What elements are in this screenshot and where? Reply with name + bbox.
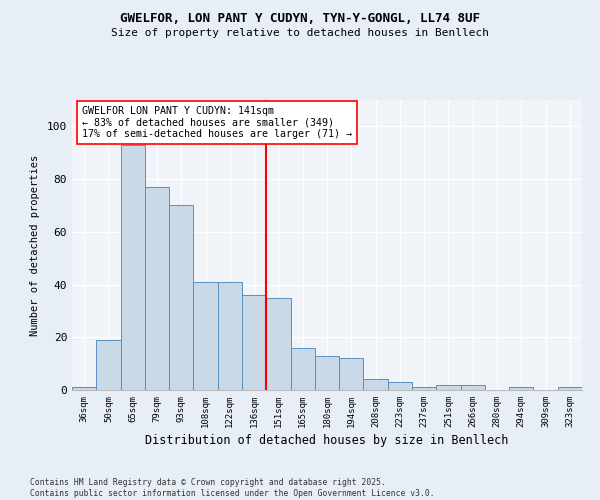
X-axis label: Distribution of detached houses by size in Benllech: Distribution of detached houses by size … [145,434,509,447]
Text: Contains HM Land Registry data © Crown copyright and database right 2025.
Contai: Contains HM Land Registry data © Crown c… [30,478,434,498]
Text: GWELFOR, LON PANT Y CUDYN, TYN-Y-GONGL, LL74 8UF: GWELFOR, LON PANT Y CUDYN, TYN-Y-GONGL, … [120,12,480,26]
Bar [121,145,145,390]
Bar [412,388,436,390]
Bar [290,348,315,390]
Bar [509,388,533,390]
Bar [193,282,218,390]
Bar [72,388,96,390]
Bar [218,282,242,390]
Bar [242,295,266,390]
Bar [315,356,339,390]
Y-axis label: Number of detached properties: Number of detached properties [30,154,40,336]
Bar [461,384,485,390]
Bar [436,384,461,390]
Bar [96,340,121,390]
Bar [364,380,388,390]
Bar [558,388,582,390]
Bar [169,206,193,390]
Bar [388,382,412,390]
Bar [339,358,364,390]
Bar [145,187,169,390]
Bar [266,298,290,390]
Text: Size of property relative to detached houses in Benllech: Size of property relative to detached ho… [111,28,489,38]
Text: GWELFOR LON PANT Y CUDYN: 141sqm
← 83% of detached houses are smaller (349)
17% : GWELFOR LON PANT Y CUDYN: 141sqm ← 83% o… [82,106,352,139]
